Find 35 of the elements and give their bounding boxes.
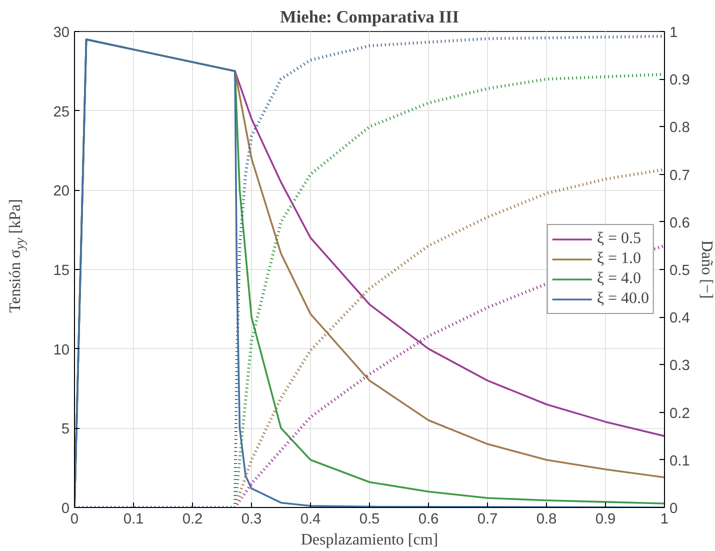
y2-tick-label: 0.1	[670, 453, 690, 470]
legend-label: ξ = 0.5	[596, 230, 641, 248]
legend-label: ξ = 40.0	[596, 290, 649, 308]
y2-tick-label: 0.3	[670, 358, 690, 374]
y-tick-label: 0	[61, 501, 70, 517]
y-tick-label: 10	[53, 342, 70, 358]
x-tick-label: 0.5	[359, 512, 380, 528]
y-tick-label: 30	[53, 25, 70, 41]
y-tick-label: 25	[53, 104, 70, 120]
legend-label: ξ = 4.0	[596, 270, 641, 288]
chart-title: Miehe: Comparativa III	[280, 8, 460, 26]
x-tick-label: 0.7	[477, 512, 498, 528]
y2-tick-label: 0.9	[670, 72, 690, 89]
y-tick-label: 5	[61, 422, 70, 438]
y2-tick-label: 0.5	[670, 263, 690, 279]
y2-tick-label: 0.4	[670, 310, 690, 327]
y2-tick-label: 0	[670, 501, 678, 517]
y2-axis-title: Daño [−]	[698, 240, 715, 299]
x-tick-label: 0.6	[418, 512, 439, 528]
y-tick-label: 15	[53, 263, 70, 279]
x-tick-label: 0.8	[536, 512, 557, 528]
x-tick-label: 0.9	[595, 512, 616, 528]
x-tick-label: 0.2	[182, 512, 203, 528]
x-tick-label: 1	[660, 512, 669, 528]
x-tick-label: 0.3	[241, 512, 262, 528]
y2-tick-label: 0.6	[670, 215, 690, 232]
y2-tick-label: 0.8	[670, 120, 690, 136]
y2-tick-label: 1	[670, 25, 678, 41]
legend-label: ξ = 1.0	[596, 250, 641, 268]
x-tick-label: 0.1	[123, 512, 144, 528]
x-tick-label: 0.4	[300, 512, 321, 528]
y-tick-label: 20	[53, 184, 70, 200]
y2-tick-label: 0.7	[670, 168, 690, 184]
y2-tick-label: 0.2	[670, 406, 690, 422]
x-axis-title: Desplazamiento [cm]	[300, 532, 438, 548]
